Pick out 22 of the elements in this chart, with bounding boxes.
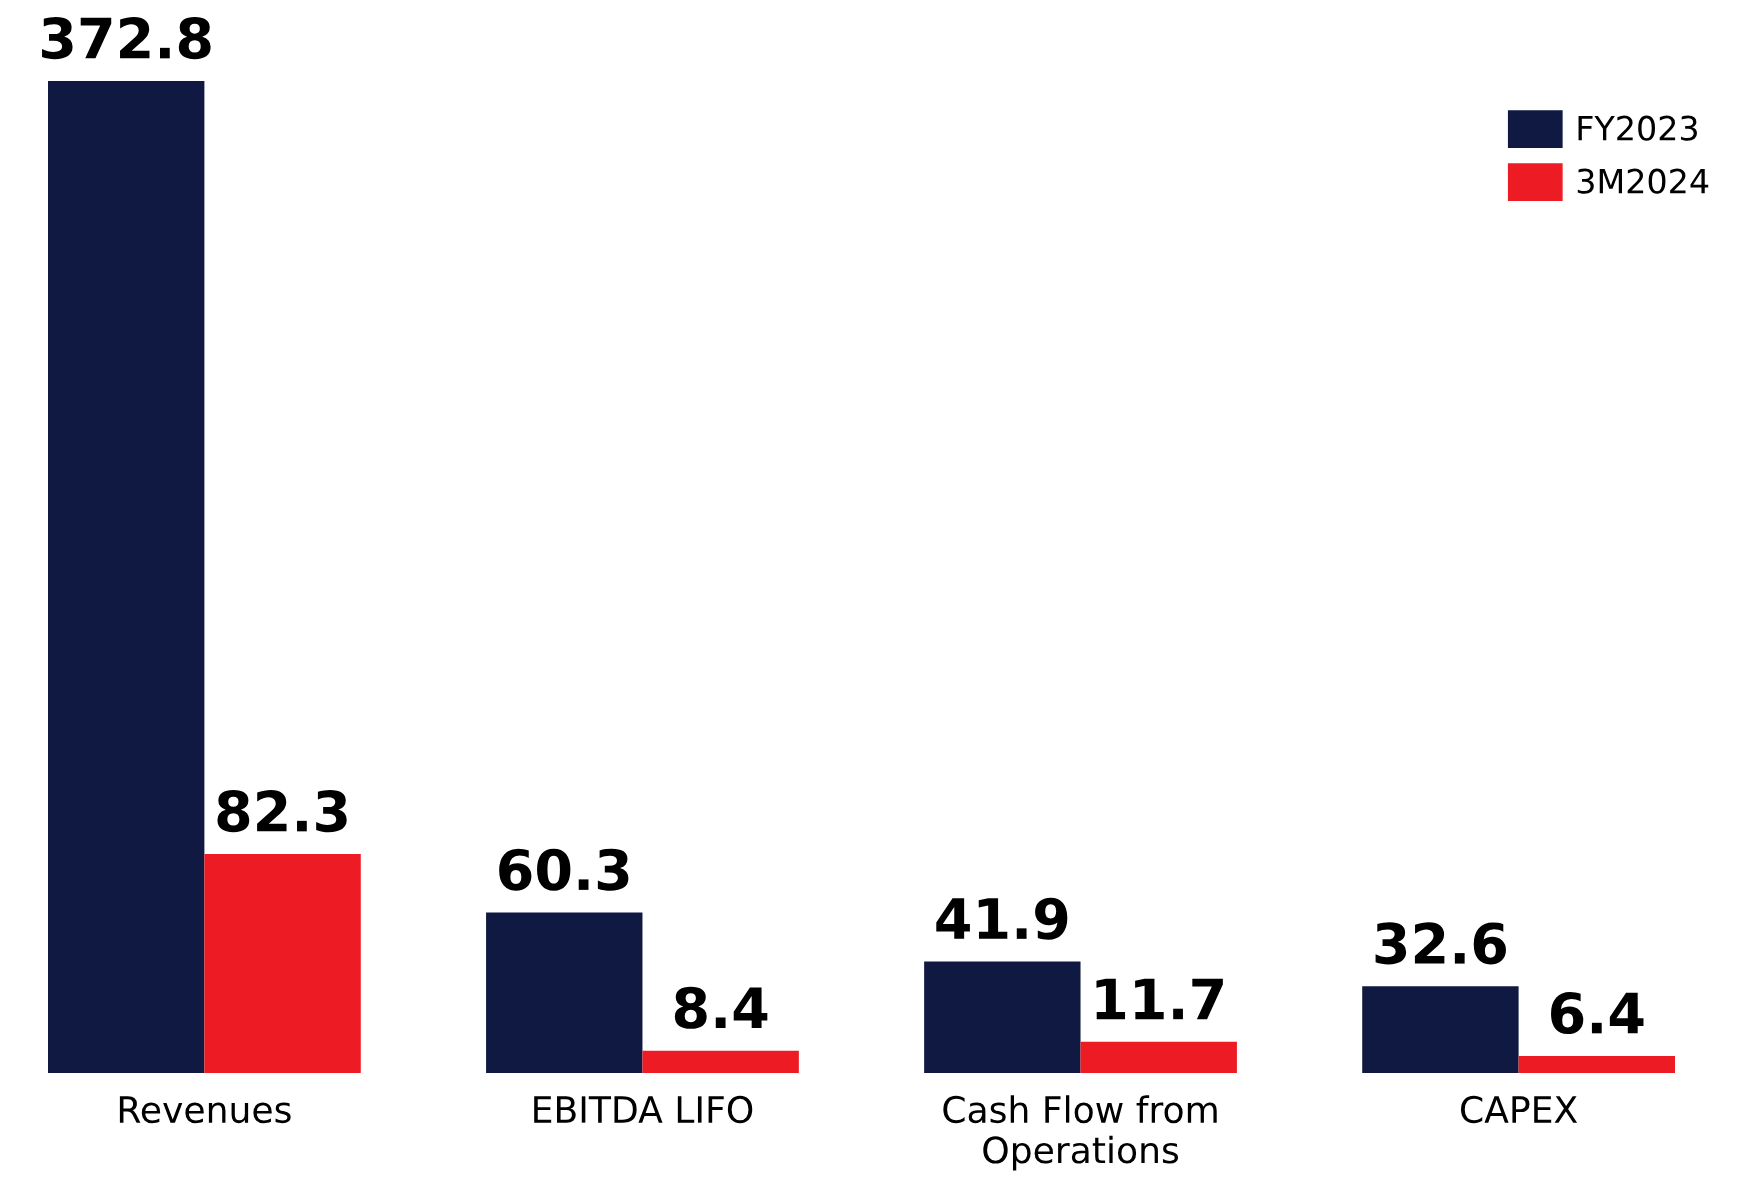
bar [1518,1055,1675,1073]
data-label: 41.9 [936,897,1068,940]
data-label: 60.3 [499,848,629,891]
legend-label: 3M2024 [1577,168,1709,194]
bar [204,854,361,1073]
bar [1080,1041,1237,1073]
data-label: 372.8 [42,17,211,60]
x-tick-label: EBITDA LIFO [534,1095,753,1124]
data-label: 32.6 [1375,922,1506,965]
x-tick-label: Revenues [119,1096,291,1124]
data-label: 11.7 [1096,978,1223,1020]
bar [1362,986,1519,1073]
bar [924,961,1081,1073]
x-tick-label: CAPEX [1461,1095,1578,1124]
x-tick-label: Cash Flow from Operations [943,1095,1217,1171]
data-label: 8.4 [674,986,768,1029]
bar [486,912,643,1073]
bar [642,1050,799,1073]
bar [48,81,205,1073]
data-label: 6.4 [1551,992,1644,1035]
legend-label: FY2023 [1578,115,1697,141]
data-label: 82.3 [217,790,347,833]
